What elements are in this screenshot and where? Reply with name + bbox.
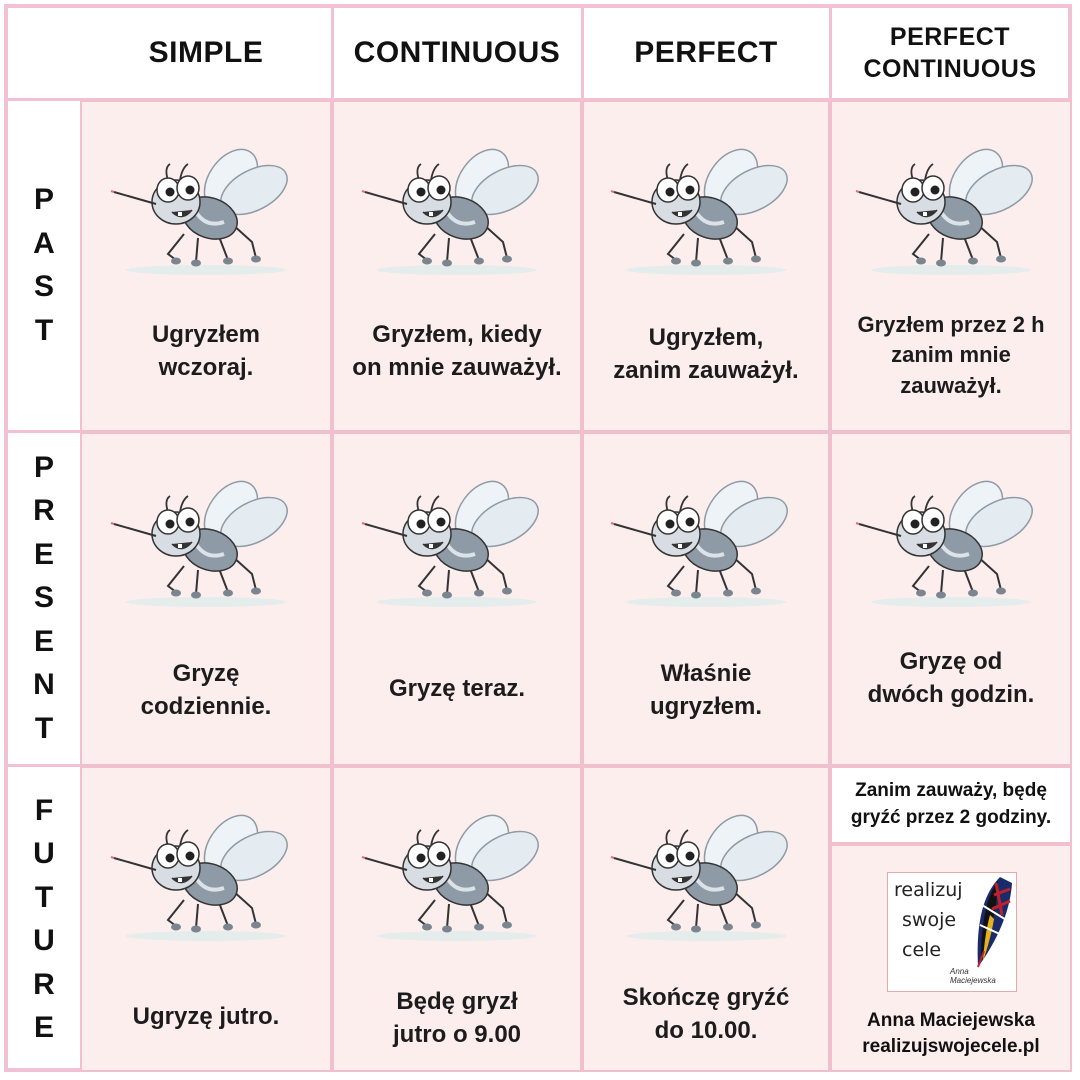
cell-text: Ugryzłem, zanim zauważył. [613,323,799,385]
cell-text: Gryzę od dwóch godzin. [867,647,1035,709]
cell-past-perfect-continuous: Gryzłem przez 2 h zanim mnie zauważył. [830,100,1072,432]
row-label-future: F U T U R E [8,766,80,1072]
cell-present-simple: Gryzę codziennie. [80,432,332,766]
logo-line-2: swoje [902,909,957,931]
cell-past-continuous: Gryzłem, kiedy on mnie zauważył. [332,100,582,432]
cell-past-perfect: Ugryzłem, zanim zauważył. [582,100,830,432]
mosquito-icon [609,808,798,943]
cell-text: Skończę gryźć do 10.00. [622,983,790,1045]
cell-text: Ugryzę jutro. [132,1003,280,1031]
row-label-past: P A S T [8,100,80,430]
mosquito-icon [109,474,298,609]
header-perfect: PERFECT [634,36,778,69]
cell-future-continuous: Będę gryzł jutro o 9.00 [332,766,582,1072]
mosquito-icon [360,474,549,609]
cell-text: Gryzłem przez 2 h zanim mnie zauważył. [857,311,1045,399]
cell-text: Ugryzłem wczoraj. [151,320,261,382]
header-continuous: CONTINUOUS [353,36,561,69]
cell-past-simple: Ugryzłem wczoraj. [80,100,332,432]
header-simple: SIMPLE [148,36,264,69]
cell-text: Będę gryzł jutro o 9.00 [392,987,522,1049]
cell-future-simple: Ugryzę jutro. [80,766,332,1072]
row-label-text: F U T U R E [33,793,55,1045]
cell-text: Gryzę teraz. [388,675,526,703]
mosquito-icon [360,142,549,277]
mosquito-icon [854,474,1043,609]
mosquito-icon [109,142,298,277]
mosquito-icon [109,808,298,943]
logo-signature: Anna Maciejewska [950,967,996,985]
cell-future-perfect-continuous: Zanim zauważy, będę gryźć przez 2 godzin… [830,766,1072,844]
cell-text: Właśnie ugryzłem. [649,659,763,721]
cell-present-perfect: Właśnie ugryzłem. [582,432,830,766]
cell-future-perfect: Skończę gryźć do 10.00. [582,766,830,1072]
row-label-text: P R E S E N T [33,450,55,745]
mosquito-icon [609,474,798,609]
logo-line-1: realizuj [894,879,963,901]
feather-flag-icon [977,877,1012,968]
author-website: realizujswojecele.pl [862,1036,1040,1057]
author-logo-cell: realizuj swoje cele Anna Maciejewska Ann… [830,844,1072,1072]
row-label-present: P R E S E N T [8,432,80,764]
cell-present-continuous: Gryzę teraz. [332,432,582,766]
cell-text: Gryzę codziennie. [140,659,272,721]
mosquito-icon [609,142,798,277]
row-label-text: P A S T [33,183,55,347]
logo: realizuj swoje cele Anna Maciejewska [887,872,1017,992]
mosquito-icon [854,142,1043,277]
author-name: Anna Maciejewska [867,1010,1035,1031]
mosquito-icon [360,808,549,943]
cell-text: Gryzłem, kiedy on mnie zauważył. [352,320,562,382]
logo-line-3: cele [902,939,942,961]
cell-present-perfect-continuous: Gryzę od dwóch godzin. [830,432,1072,766]
header-perfect-continuous: PERFECT CONTINUOUS [863,22,1037,84]
